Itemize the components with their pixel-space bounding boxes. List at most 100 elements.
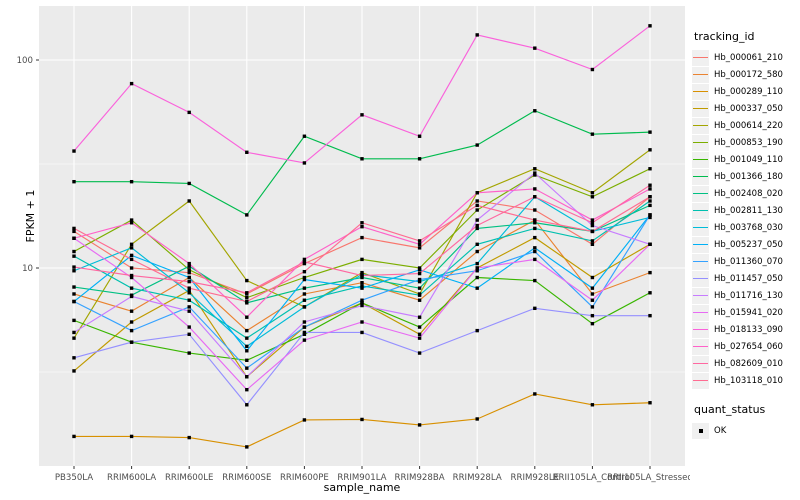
legend-entry-Hb_015941_020: Hb_015941_020 [692, 304, 800, 321]
data-point-Hb_011716_130 [533, 171, 537, 175]
y-axis-title: FPKM + 1 [23, 189, 37, 243]
data-point-Hb_000614_220 [533, 167, 537, 171]
data-point-Hb_000853_190 [533, 173, 537, 177]
plot-panel: PB350LA RRIM600LA RRIM600LE RRIM600SE RRIM60… [17, 6, 690, 483]
data-point-Hb_027654_060 [302, 257, 307, 262]
legend-entry-Hb_001366_180: Hb_001366_180 [692, 168, 800, 185]
data-point-Hb_000289_110 [360, 417, 364, 422]
legend-line-icon [693, 57, 708, 58]
data-point-Hb_000061_210 [360, 235, 364, 240]
legend-line-icon [693, 244, 708, 245]
data-point-Hb_000853_190 [72, 249, 76, 254]
data-point-Hb_000289_110 [302, 418, 307, 422]
data-point-Hb_011457_050 [475, 328, 479, 333]
data-point-Hb_000337_050 [533, 235, 537, 240]
data-point-Hb_082609_010 [72, 265, 76, 269]
legend-key-swatch [692, 372, 709, 389]
legend-line-icon [693, 108, 708, 109]
legend-entry-Hb_000337_050: Hb_000337_050 [692, 100, 800, 117]
legend-key-swatch [692, 168, 709, 185]
legend-key-swatch [692, 321, 709, 338]
x-tick-label: PB350LA [55, 473, 93, 483]
data-point-Hb_000853_190 [302, 275, 307, 280]
data-point-Hb_003768_030 [72, 269, 76, 273]
data-point-Hb_001049_110 [590, 321, 595, 326]
data-point-Hb_011716_130 [129, 294, 134, 299]
data-point-Hb_103118_010 [245, 299, 249, 304]
data-point-Hb_000614_220 [245, 278, 249, 283]
data-point-Hb_082609_010 [590, 221, 595, 225]
data-point-Hb_015941_020 [360, 320, 364, 324]
data-point-Hb_011360_070 [302, 325, 307, 329]
data-point-Hb_018133_090 [187, 110, 191, 115]
legend-entry-label: OK [714, 425, 727, 436]
data-point-Hb_011457_050 [129, 340, 134, 344]
x-tick-label: RRII105LA_Control [553, 473, 633, 483]
legend-entry-label: Hb_002811_130 [714, 205, 783, 216]
legend-entry-Hb_000172_580: Hb_000172_580 [692, 66, 800, 83]
legend-key-swatch [692, 355, 709, 372]
legend-entry-label: Hb_018133_090 [714, 324, 783, 335]
legend-key-swatch [692, 202, 709, 219]
data-point-Hb_015941_020 [475, 266, 479, 270]
data-point-Hb_011360_070 [590, 305, 595, 309]
x-tick-label: RRIM600SE [222, 473, 271, 483]
data-point-Hb_011716_130 [475, 218, 479, 222]
data-point-Hb_027654_060 [129, 221, 134, 225]
data-point-Hb_002811_130 [245, 336, 249, 340]
legend-entry-label: Hb_000172_580 [714, 69, 783, 80]
legend-entry-label: Hb_000853_190 [714, 137, 783, 148]
data-point-Hb_000614_220 [72, 336, 76, 340]
legend-entry-label: Hb_103118_010 [714, 375, 783, 386]
data-point-Hb_003768_030 [417, 279, 422, 284]
x-tick-label: RRIM600LE [165, 473, 214, 483]
data-point-Hb_018133_090 [590, 67, 595, 72]
data-point-Hb_000853_190 [417, 266, 422, 270]
legend: tracking_id Hb_000061_210 Hb_000172_580 Hb… [692, 0, 800, 439]
legend-items-tracking-id: Hb_000061_210 Hb_000172_580 Hb_000289_110 H… [692, 49, 800, 389]
data-point-Hb_082609_010 [417, 271, 422, 276]
data-point-Hb_027654_060 [475, 191, 479, 195]
data-point-Hb_002408_020 [533, 221, 537, 225]
black-square-point-icon [698, 428, 703, 433]
data-point-Hb_005237_050 [417, 268, 422, 272]
data-point-Hb_103118_010 [475, 203, 479, 208]
data-point-Hb_103118_010 [72, 226, 76, 231]
data-point-Hb_003768_030 [302, 305, 307, 309]
legend-entry-label: Hb_000337_050 [714, 103, 783, 114]
data-point-Hb_000853_190 [129, 218, 134, 222]
data-point-Hb_000061_210 [129, 266, 134, 270]
legend-line-icon [693, 329, 708, 330]
data-point-Hb_011360_070 [533, 249, 537, 254]
data-point-Hb_011360_070 [245, 366, 249, 370]
data-point-Hb_002811_130 [360, 284, 364, 288]
x-axis-title: sample_name [323, 481, 401, 494]
legend-line-icon [693, 142, 708, 143]
x-tick-label: RRIM600LA [107, 473, 156, 483]
data-point-Hb_082609_010 [533, 195, 537, 199]
data-point-Hb_011360_070 [187, 305, 191, 309]
data-point-Hb_015941_020 [129, 275, 134, 280]
data-point-Hb_011716_130 [72, 330, 76, 335]
data-point-Hb_001049_110 [475, 275, 479, 280]
legend-line-icon [693, 363, 708, 364]
data-point-Hb_000337_050 [72, 369, 76, 373]
data-point-Hb_001366_180 [417, 157, 422, 161]
legend-line-icon [693, 278, 708, 279]
data-point-Hb_082609_010 [245, 291, 249, 295]
data-point-Hb_000172_580 [648, 270, 652, 275]
data-point-Hb_001049_110 [417, 325, 422, 329]
data-point-Hb_002811_130 [590, 239, 595, 243]
data-point-Hb_001366_180 [302, 134, 307, 138]
data-point-Hb_015941_020 [302, 338, 307, 342]
data-point-Hb_011457_050 [245, 403, 249, 407]
legend-entry-label: Hb_003768_030 [714, 222, 783, 233]
legend-key-swatch [692, 185, 709, 202]
legend-title-quant-status: quant_status [694, 403, 766, 416]
legend-line-icon [693, 346, 708, 347]
x-tick-label: RRIM928LE [511, 473, 560, 483]
legend-line-icon [693, 176, 708, 177]
x-tick-label: RRIM928LA [453, 473, 502, 483]
legend-entry-Hb_011457_050: Hb_011457_050 [692, 270, 800, 287]
legend-entry-Hb_027654_060: Hb_027654_060 [692, 338, 800, 355]
